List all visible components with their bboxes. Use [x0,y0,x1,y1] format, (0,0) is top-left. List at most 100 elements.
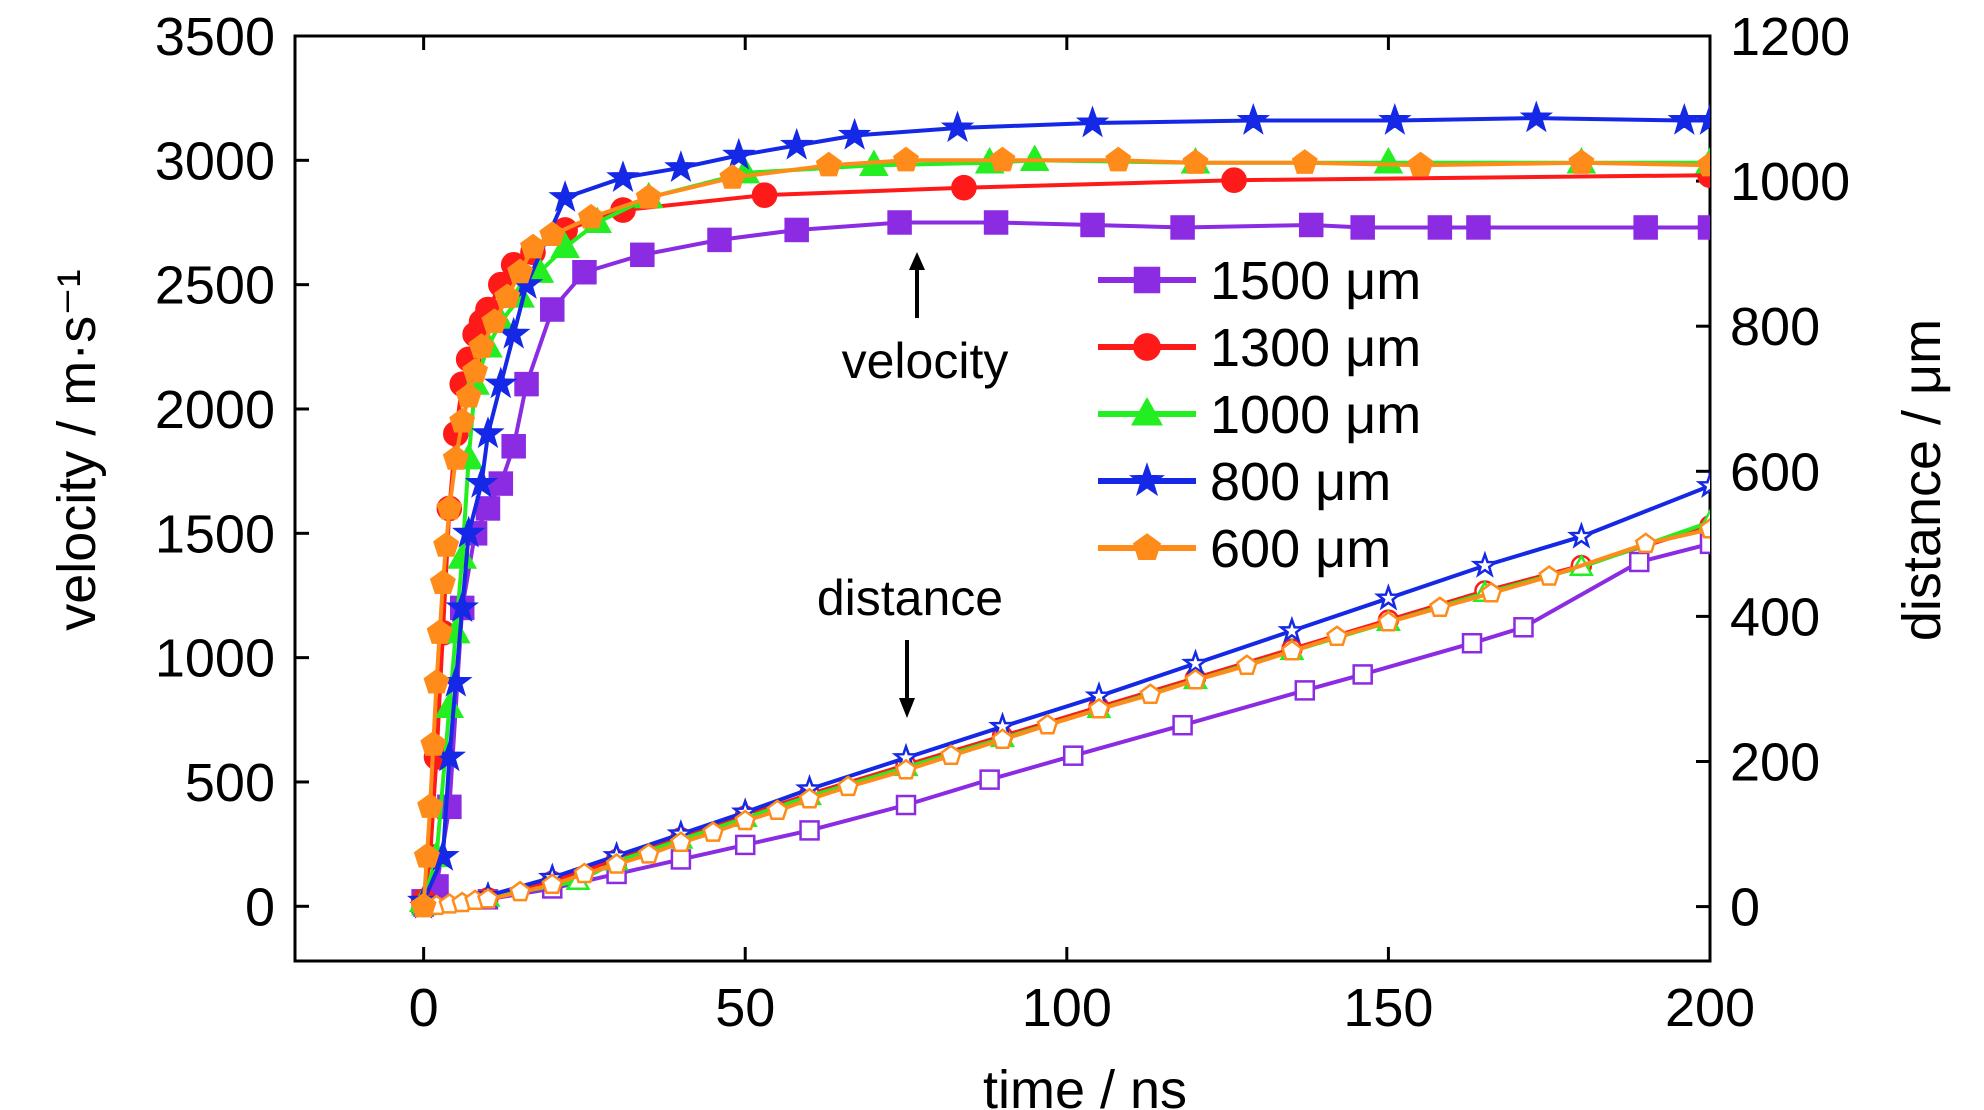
velocity-point-1500-m [707,227,732,253]
y-tick-label: 2500 [155,256,275,316]
distance-point-800-m [1374,583,1403,611]
series-1000-m [408,144,1710,916]
series-layer [406,100,1710,919]
velocity-point-600-m [413,842,440,868]
x-tick-label: 100 [1022,978,1112,1038]
distance-point-800-m [1181,648,1210,676]
y-tick-label: 1000 [155,629,275,689]
y-tick-label: 3000 [155,131,275,191]
velocity-point-600-m [1182,149,1209,174]
distance-point-800-m [1470,550,1500,578]
velocity-point-1500-m [501,434,526,459]
velocity-point-800-m [1378,103,1412,135]
distance-point-600-m [1428,596,1451,617]
y-tick-label: 500 [185,753,275,813]
distance-arrow-head [899,698,915,718]
distance-point-1500-m [799,820,820,841]
velocity-arrow-head [909,252,925,270]
distance-point-600-m [573,862,596,884]
velocity-line-1000-m [421,158,1710,902]
velocity-point-1500-m [540,297,565,322]
distance-point-600-m [1281,639,1303,661]
distance-point-600-m [670,831,692,853]
legend-marker [1131,397,1163,426]
distance-point-1500-m [1513,617,1534,638]
distance-point-1500-m [1063,745,1084,766]
velocity-point-1500-m [1298,212,1324,238]
distance-point-600-m [991,728,1014,749]
legend-item-600-m: 600 μm [1098,519,1391,579]
velocity-annotation-label: velocity [842,333,1009,389]
distance-point-1500-m [1352,664,1373,685]
x-tick-label: 200 [1665,978,1755,1038]
velocity-point-600-m [455,382,482,408]
velocity-point-800-m [1236,103,1271,135]
velocity-point-800-m [548,180,582,212]
distance-point-1500-m [1294,680,1316,701]
velocity-point-1500-m [1697,215,1710,240]
velocity-point-600-m [635,183,662,209]
velocity-point-600-m [1407,151,1434,177]
distance-point-600-m [766,799,789,821]
velocity-point-600-m [442,445,469,470]
legend-label: 1000 μm [1210,385,1421,445]
legend-marker [1133,333,1161,361]
velocity-point-600-m [539,221,566,246]
velocity-point-600-m [1568,149,1595,174]
velocity-point-1500-m [784,217,809,243]
velocity-point-800-m [451,515,486,548]
y-tick-label: 0 [245,877,275,937]
velocity-point-1500-m [983,210,1009,235]
distance-point-1500-m [979,769,1000,790]
velocity-point-600-m [436,494,463,520]
distance-point-1500-m [1629,551,1650,573]
velocity-point-1500-m [630,242,655,268]
velocity-line-800-m [421,116,1710,903]
distance-point-600-m [798,787,821,809]
velocity-point-800-m [722,137,756,170]
velocity-point-600-m [462,358,489,383]
velocity-point-600-m [719,164,746,189]
velocity-point-800-m [1075,105,1110,138]
y-tick-label: 2000 [155,380,275,440]
velocity-point-600-m [420,731,447,756]
legend-marker [1129,462,1165,497]
y-axis-title: velocity / m·s⁻¹ [47,269,107,631]
velocity-point-600-m [1105,146,1132,172]
distance-point-600-m [940,744,962,765]
velocity-point-800-m [779,127,814,160]
plot-frame [293,34,1712,963]
distance-point-600-m [1538,565,1561,586]
velocity-point-1500-m [475,496,501,521]
distance-point-1500-m [1699,533,1710,555]
y2-axis-title: distance / μm [1892,319,1952,641]
y2-tick-label: 600 [1730,442,1820,502]
velocity-point-1500-m [1350,215,1375,240]
velocity-point-800-m [471,416,505,449]
velocity-point-1500-m [514,371,539,397]
velocity-point-600-m [423,668,450,694]
series-1500-m [411,210,1710,917]
distance-point-1500-m [670,849,692,870]
velocity-point-600-m [417,793,444,818]
distance-point-600-m [1634,532,1657,554]
distance-point-600-m [734,809,757,831]
velocity-point-600-m [468,333,495,358]
velocity-point-1500-m [1466,215,1491,240]
distance-point-600-m [1326,625,1348,646]
velocity-point-800-m [1667,103,1701,135]
distance-point-600-m [1088,697,1110,719]
velocity-point-800-m [445,590,479,623]
series-600-m [410,146,1710,918]
distance-point-800-m [1567,521,1596,549]
y-tick-label: 1500 [155,504,275,564]
distance-point-1500-m [1172,714,1193,736]
distance-point-800-m [1695,470,1710,498]
velocity-point-600-m [520,233,546,259]
distance-point-600-m [1036,713,1059,735]
velocity-point-1500-m [488,471,514,496]
velocity-point-600-m [893,146,919,172]
legend-label: 600 μm [1210,519,1391,579]
velocity-point-600-m [989,146,1016,172]
x-tick-label: 150 [1343,978,1433,1038]
